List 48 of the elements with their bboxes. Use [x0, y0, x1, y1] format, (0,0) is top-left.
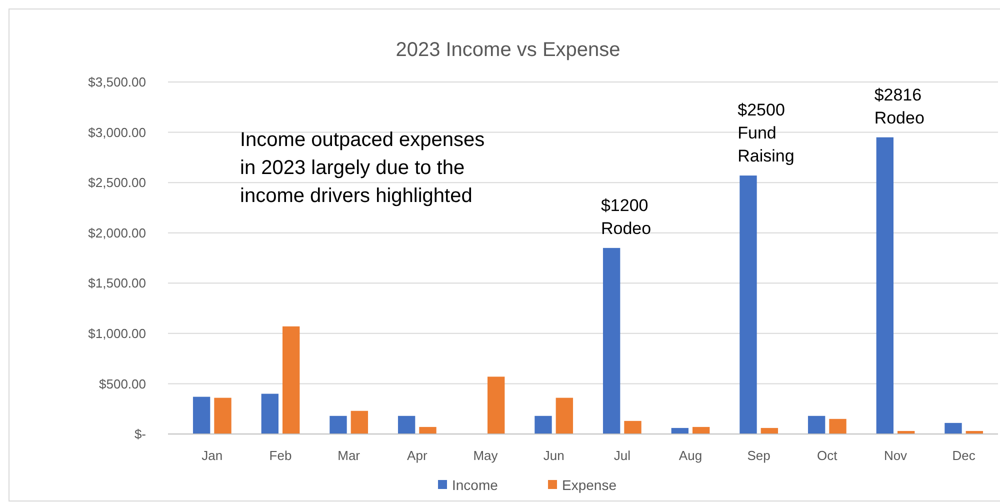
bar [214, 398, 232, 434]
bar [876, 137, 894, 434]
bar [261, 394, 278, 434]
chart-title: 2023 Income vs Expense [396, 39, 620, 61]
bar [330, 416, 347, 434]
y-tick-label: $2,500.00 [88, 175, 146, 190]
annotation: $1200 Rodeo [600, 196, 652, 238]
bar [671, 428, 688, 434]
annotation: Income outpaced expenses in 2023 largely due to the income drivers highlighted [240, 129, 485, 207]
bar [488, 376, 505, 434]
x-tick-label: Apr [407, 448, 428, 463]
bar [556, 398, 574, 434]
bar [808, 416, 826, 434]
x-tick-label: Jul [614, 448, 631, 463]
y-tick-label: $3,500.00 [88, 74, 146, 90]
y-tick-label: $3,000.00 [88, 124, 146, 140]
bar [419, 426, 436, 434]
bar [350, 410, 368, 434]
y-tick-label: $1,000.00 [88, 326, 146, 341]
annotation: $2500 Fund Raising [738, 100, 794, 166]
y-tick-label: $1,500.00 [88, 276, 146, 291]
bar [602, 248, 620, 434]
y-tick-label: $- [134, 426, 146, 442]
bar [282, 326, 300, 434]
bar [398, 416, 416, 434]
legend-label: Expense [562, 477, 617, 493]
x-tick-label: Aug [678, 448, 702, 463]
bar [760, 428, 778, 434]
bar [692, 426, 710, 434]
x-tick-label: Nov [884, 448, 908, 463]
y-tick-label: $500.00 [99, 376, 146, 392]
x-tick-label: Mar [338, 448, 361, 463]
x-tick-label: Oct [817, 448, 838, 463]
legend-label: Income [452, 477, 498, 493]
bar [829, 418, 846, 434]
x-tick-label: Sep [747, 448, 770, 463]
x-tick-label: Jan [202, 448, 223, 463]
x-tick-label: Jun [543, 448, 564, 463]
x-tick-label: May [473, 448, 498, 463]
x-tick-label: Feb [269, 448, 292, 463]
bar [192, 396, 210, 434]
y-tick-label: $2,000.00 [88, 225, 146, 240]
annotation: $2816 Rodeo [874, 85, 924, 128]
bar [534, 416, 552, 434]
bar [740, 176, 757, 434]
bar [624, 420, 642, 434]
bar [944, 422, 962, 434]
x-tick-label: Dec [952, 448, 976, 463]
